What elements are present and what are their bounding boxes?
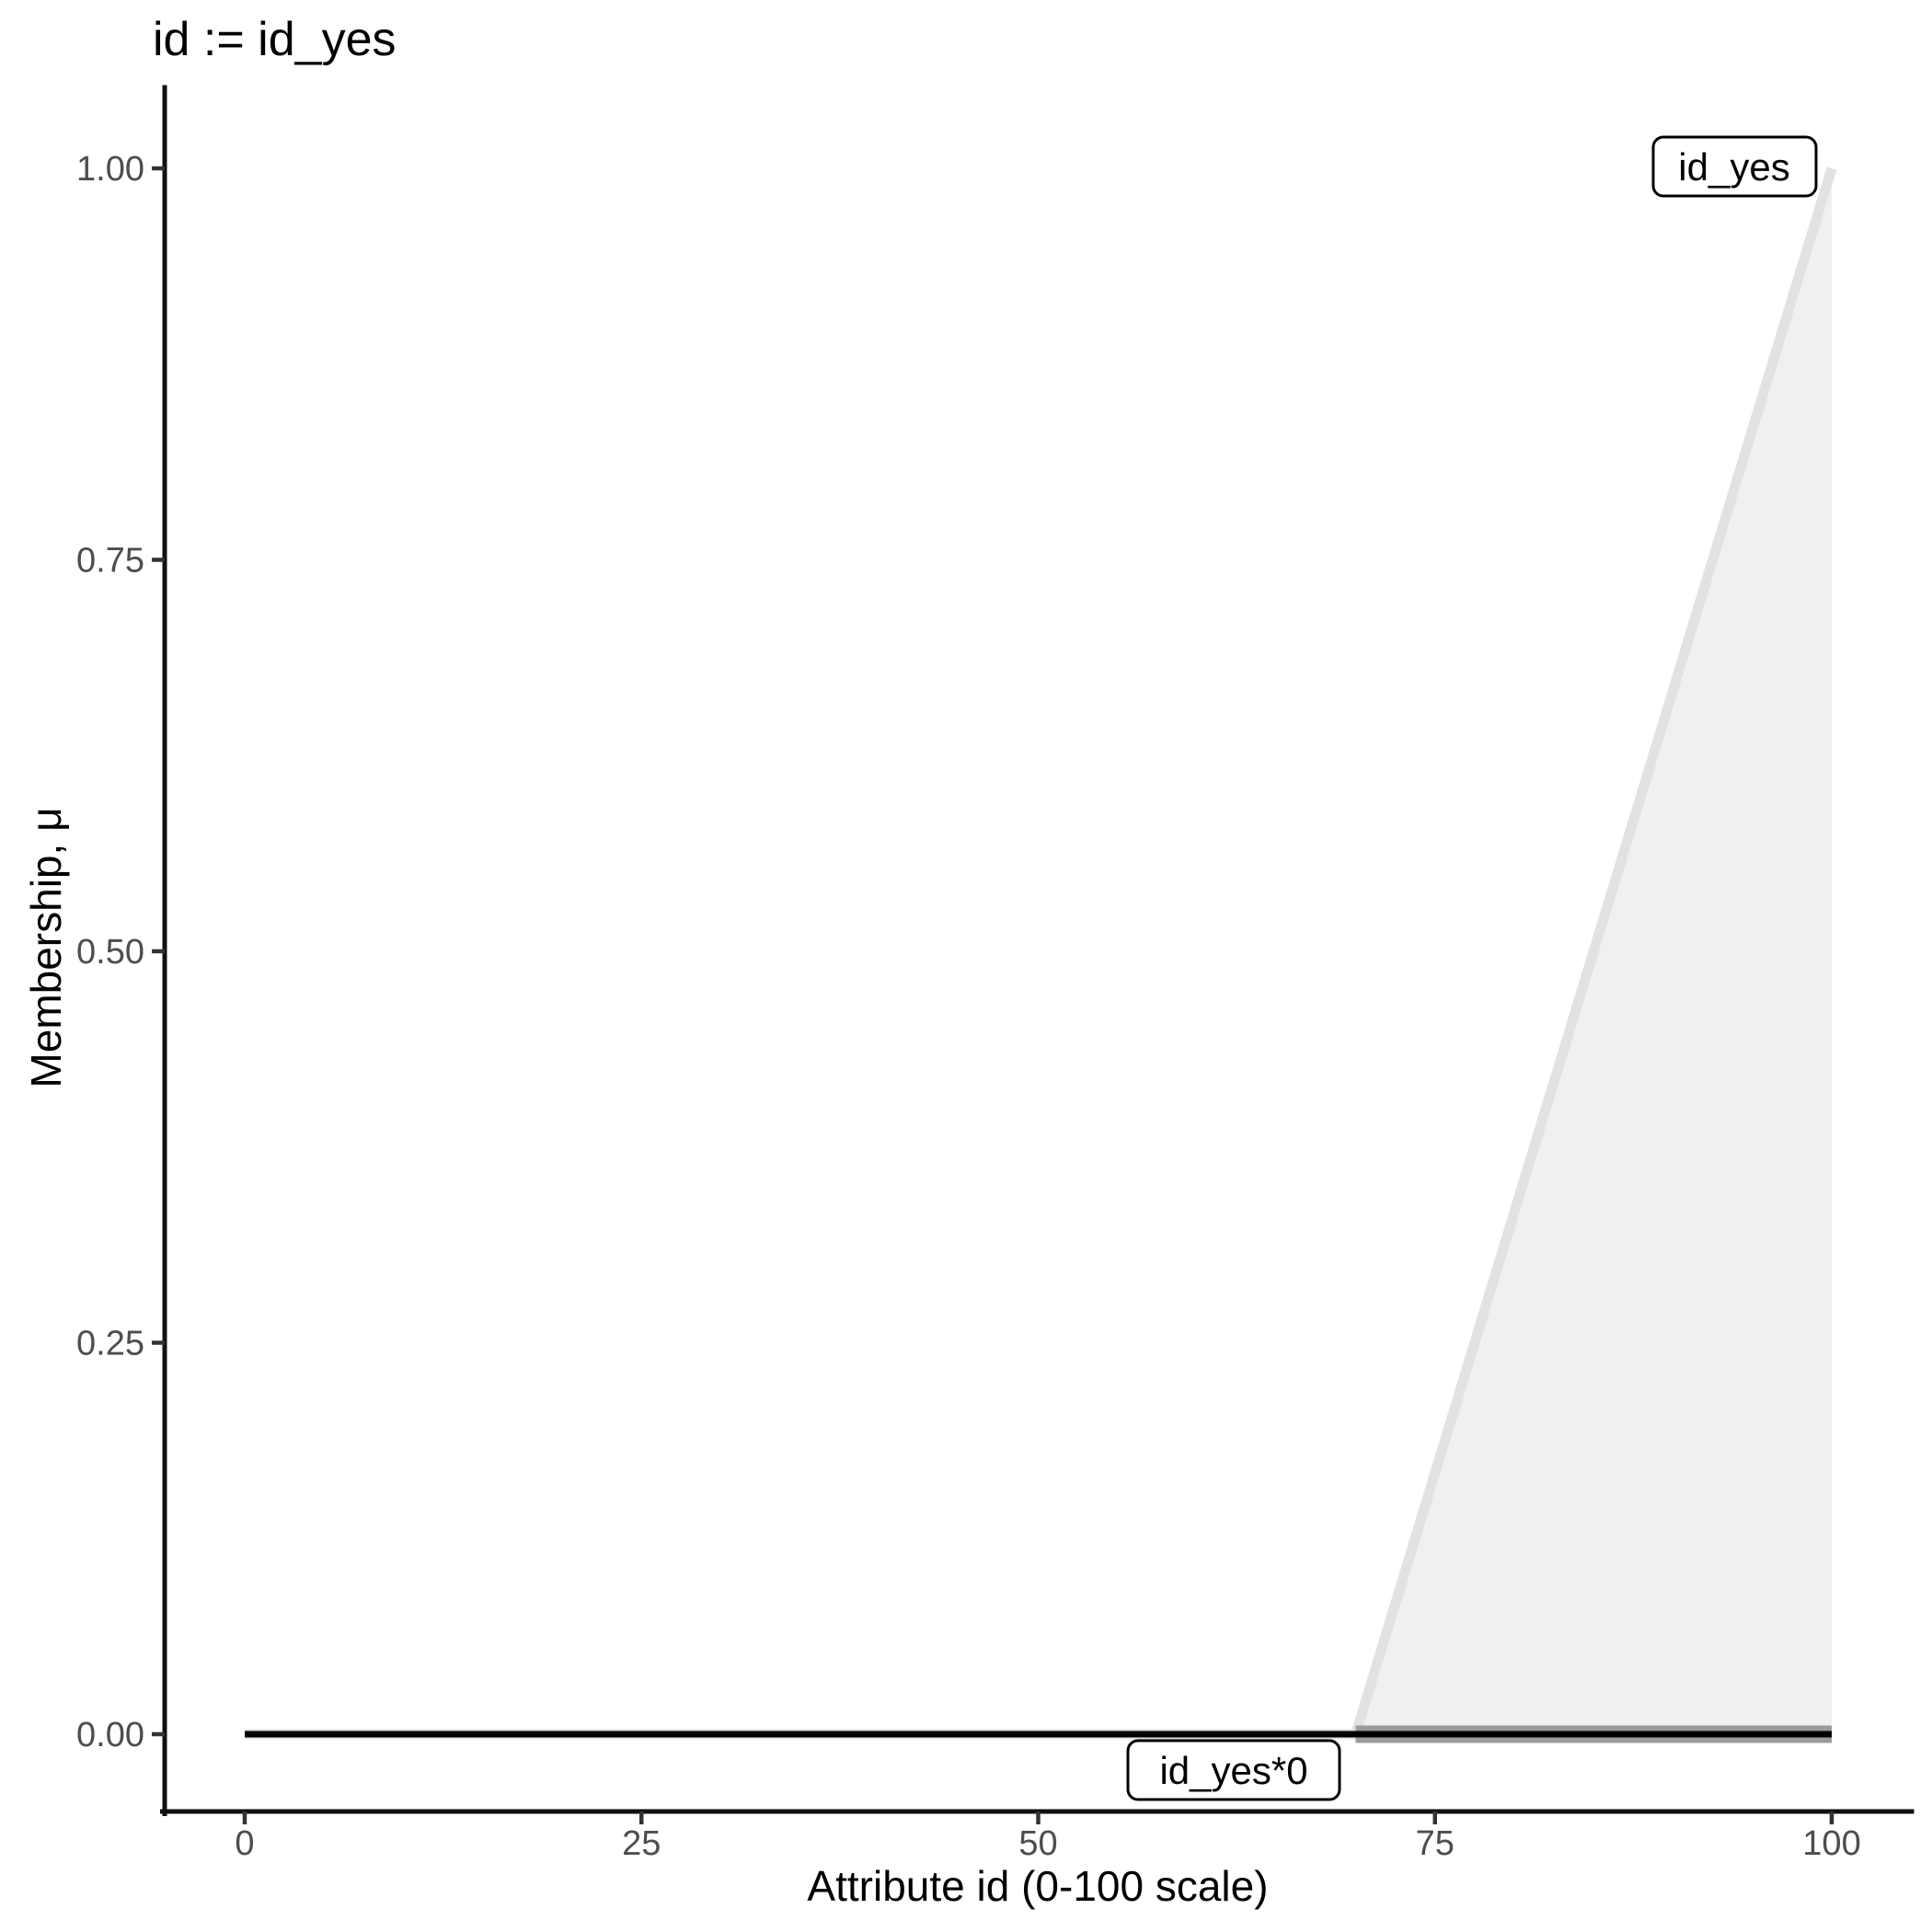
x-tick-label-4: 100 (1802, 1824, 1860, 1863)
chart-title: id := id_yes (153, 13, 397, 66)
y-tick-label-3: 0.75 (76, 542, 144, 581)
y-tick-label-4: 1.00 (76, 150, 144, 189)
y-ticks (152, 166, 165, 1737)
id-yes-area (245, 168, 1832, 1734)
y-tick-label-1: 0.25 (76, 1325, 144, 1363)
x-ticks (242, 1811, 1834, 1824)
id-yes-annotation: id_yes (1651, 135, 1818, 198)
x-tick-label-2: 50 (1018, 1824, 1057, 1863)
id-yes-times-zero-annotation-label: id_yes*0 (1159, 1749, 1307, 1792)
id-yes-times-zero-annotation-box (1126, 1739, 1341, 1801)
y-tick-label-2: 0.50 (76, 933, 144, 972)
id-yes-annotation-box (1651, 135, 1818, 198)
x-axis-title: Attribute id (0-100 scale) (807, 1862, 1268, 1910)
y-tick-label-0: 0.00 (76, 1716, 144, 1754)
x-tick-label-1: 25 (622, 1824, 661, 1863)
y-axis-title: Membership, μ (22, 807, 70, 1087)
x-tick-label-0: 0 (235, 1824, 254, 1863)
id-yes-annotation-label: id_yes (1678, 145, 1789, 189)
x-tick-label-3: 75 (1416, 1824, 1455, 1863)
id-yes-times-zero-annotation: id_yes*0 (1126, 1739, 1341, 1801)
